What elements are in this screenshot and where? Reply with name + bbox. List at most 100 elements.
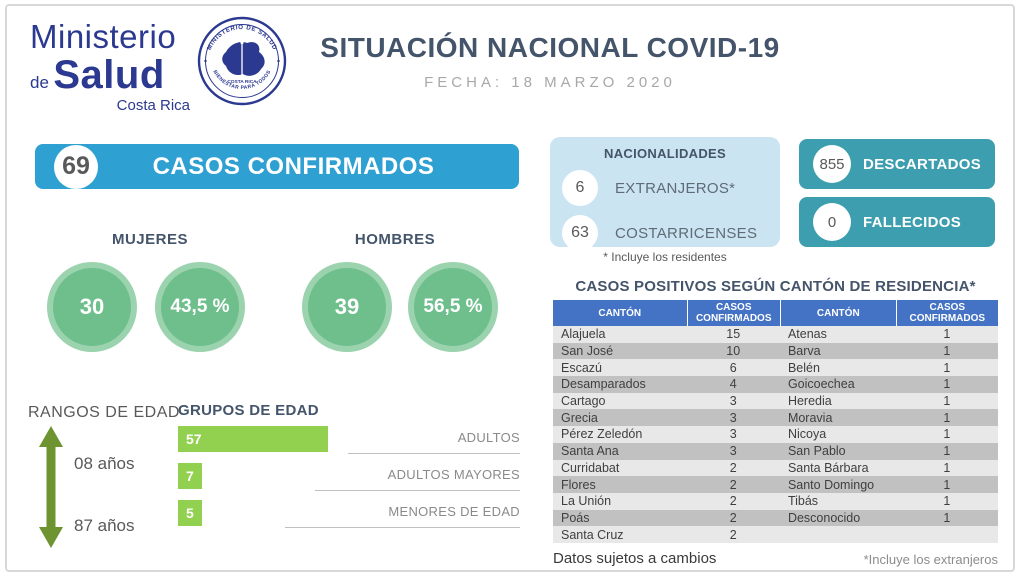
cases-cell: 1: [943, 510, 951, 525]
col-header-canton-1: CANTÓN: [598, 307, 642, 319]
logo-salud: Salud: [53, 53, 165, 97]
women-count: 30: [79, 294, 105, 319]
canton-cell: Grecia: [561, 410, 598, 425]
canton-cell: San José: [561, 344, 614, 359]
confirmed-label: CASOS CONFIRMADOS: [152, 152, 435, 180]
table-row: La Unión 2 Tibás 1: [553, 492, 998, 510]
cases-cell: 2: [729, 460, 737, 475]
nationalities-footnote: * Incluye los residentes: [603, 250, 727, 264]
discarded-box: 855 DESCARTADOS: [799, 139, 995, 189]
bar-seniors: 7: [178, 463, 202, 489]
cases-cell: 1: [943, 344, 951, 359]
men-count-circle: 39: [302, 262, 392, 352]
women-label: MUJERES: [111, 231, 189, 248]
logo-de: de: [30, 73, 49, 92]
logo-line-salud: de Salud: [30, 55, 194, 95]
nationalities-box: NACIONALIDADES 6 EXTRANJEROS* 63 COSTARR…: [550, 137, 780, 251]
canton-cell: Tibás: [787, 494, 819, 509]
bar-row-seniors: 7 ADULTOS MAYORES: [178, 463, 520, 491]
canton-cell: Belén: [787, 360, 820, 375]
canton-cell: Nicoya: [787, 427, 827, 442]
cases-cell: 1: [943, 394, 951, 409]
cases-cell: 1: [943, 444, 951, 459]
canton-cell: Curridabat: [561, 460, 620, 475]
canton-cell: Santa Bárbara: [787, 460, 869, 475]
age-groups-title: GRUPOS DE EDAD: [178, 402, 319, 419]
table-row: Santa Ana 3 San Pablo 1: [553, 442, 998, 460]
cases-cell: 1: [943, 427, 951, 442]
col-header-canton-2: CANTÓN: [779, 300, 896, 326]
age-max-label: 87 años: [74, 516, 135, 535]
cases-cell: 3: [729, 410, 737, 425]
canton-cell: Desamparados: [561, 377, 646, 392]
men-percent-circle: 56,5 %: [408, 262, 498, 352]
discarded-label: DESCARTADOS: [863, 155, 982, 173]
cases-cell: 1: [943, 494, 951, 509]
table-row: Escazú 6 Belén 1: [553, 359, 998, 377]
bar-label-underline: [348, 453, 520, 454]
deceased-box: 0 FALLECIDOS: [799, 197, 995, 247]
cases-cell: 2: [729, 477, 737, 492]
age-groups-chart: 57 ADULTOS 7 ADULTOS MAYORES 5 MENORES D…: [178, 426, 520, 537]
confirmed-banner: 69 CASOS CONFIRMADOS: [35, 144, 519, 189]
age-ranges-title: RANGOS DE EDAD: [28, 404, 180, 421]
cases-cell: 2: [729, 494, 737, 509]
costarricans-count-badge: 63: [562, 215, 598, 251]
bar-label-underline: [285, 527, 520, 528]
table-row: Cartago 3 Heredia 1: [553, 392, 998, 410]
women-count-circle: 30: [47, 262, 137, 352]
women-percent: 43,5 %: [170, 296, 230, 317]
cases-cell: 15: [726, 327, 741, 342]
cases-cell: 2: [729, 527, 737, 542]
logo-country: Costa Rica: [116, 97, 190, 114]
cases-cell: 1: [943, 410, 951, 425]
table-row: Grecia 3 Moravia 1: [553, 409, 998, 427]
canton-cell: Atenas: [787, 327, 827, 342]
bar-minors: 5: [178, 500, 202, 526]
deceased-count-badge: 0: [813, 203, 851, 241]
bar-label-minors: MENORES DE EDAD: [388, 504, 520, 519]
cases-cell: 2: [729, 510, 737, 525]
bar-adults: 57: [178, 426, 328, 452]
canton-table: CANTÓN CASOS CONFIRMADOS CANTÓN CASOS CO…: [553, 300, 998, 543]
bar-row-minors: 5 MENORES DE EDAD: [178, 500, 520, 528]
cases-cell: 1: [943, 360, 951, 375]
canton-cell: Desconocido: [787, 510, 861, 525]
age-range-arrow-icon: [39, 426, 63, 548]
canton-cell: Poás: [561, 510, 590, 525]
canton-cell: Cartago: [561, 394, 606, 409]
ministry-logo: Ministerio de Salud Costa Rica: [30, 20, 194, 113]
page-title: SITUACIÓN NACIONAL COVID-19: [320, 32, 780, 63]
canton-cell: Alajuela: [561, 327, 606, 342]
seal-country-text: COSTA RICA: [227, 79, 257, 85]
cases-cell: 1: [943, 377, 951, 392]
cases-cell: 1: [943, 327, 951, 342]
col-header-cases-2: CASOS CONFIRMADOS: [895, 300, 998, 326]
men-percent: 56,5 %: [423, 296, 483, 317]
bar-label-adults: ADULTOS: [457, 430, 520, 445]
table-row: San José 10 Barva 1: [553, 342, 998, 360]
confirmed-count-badge: 69: [54, 144, 98, 189]
table-row: Curridabat 2 Santa Bárbara 1: [553, 459, 998, 477]
canton-cell: Moravia: [787, 410, 833, 425]
men-label: HOMBRES: [354, 231, 436, 248]
date-label: FECHA: 18 MARZO 2020: [424, 74, 676, 91]
nationality-row-costarricans: 63 COSTARRICENSES: [562, 215, 768, 251]
canton-table-title: CASOS POSITIVOS SEGÚN CANTÓN DE RESIDENC…: [575, 278, 976, 295]
bar-label-underline: [315, 490, 520, 491]
age-min-label: 08 años: [74, 454, 135, 473]
bar-label-seniors: ADULTOS MAYORES: [387, 467, 520, 482]
table-row: Pérez Zeledón 3 Nicoya 1: [553, 426, 998, 443]
data-subject-to-change-note: Datos sujetos a cambios: [553, 550, 717, 567]
nationalities-title: NACIONALIDADES: [604, 146, 726, 161]
table-row: Poás 2 Desconocido 1: [553, 509, 998, 527]
cases-cell: 10: [726, 344, 741, 359]
canton-cell: Heredia: [787, 394, 832, 409]
canton-cell: Santo Domingo: [787, 477, 875, 492]
canton-cell: Santa Cruz: [561, 527, 624, 542]
canton-cell: Escazú: [561, 360, 602, 375]
nationality-row-foreigners: 6 EXTRANJEROS*: [562, 170, 768, 206]
cases-cell: 3: [729, 427, 737, 442]
canton-cell: Flores: [561, 477, 596, 492]
cases-cell: 3: [729, 444, 737, 459]
